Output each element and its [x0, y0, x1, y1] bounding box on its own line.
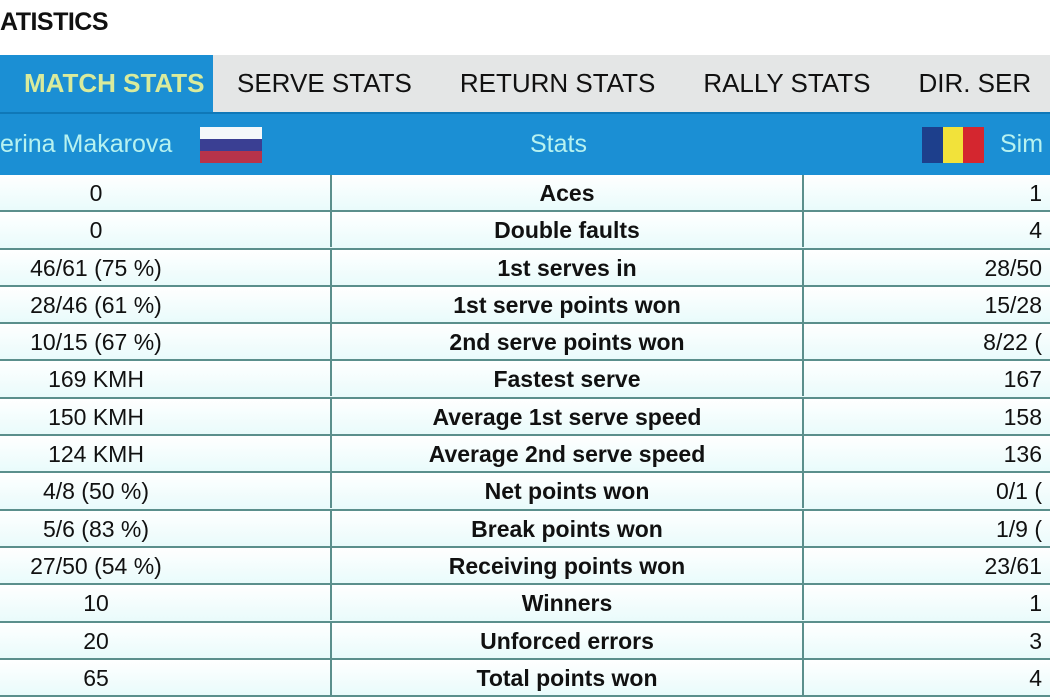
- player2-value: 23/61: [984, 552, 1042, 579]
- table-row: 150 KMH Average 1st serve speed 158: [0, 398, 1050, 437]
- stat-label: Aces: [330, 175, 804, 210]
- player1-value: 10/15 (67 %): [0, 324, 330, 359]
- player1-value: 46/61 (75 %): [0, 250, 330, 285]
- table-row: 10/15 (67 %) 2nd serve points won 8/22 (: [0, 324, 1050, 362]
- player2-name: Sim: [1000, 130, 1044, 158]
- player2-value: 8/22 (: [983, 329, 1042, 356]
- stat-label: 1st serve points won: [330, 286, 804, 322]
- player1-name: erina Makarova: [0, 130, 173, 158]
- stats-tabs: MATCH STATS SERVE STATS RETURN STATS RAL…: [0, 55, 1050, 112]
- tab-rally-stats[interactable]: RALLY STATS: [703, 68, 871, 98]
- tab-serve-stats[interactable]: SERVE STATS: [237, 68, 412, 98]
- player1-value-text: 150 KMH: [48, 403, 144, 430]
- tab-return-stats[interactable]: RETURN STATS: [459, 68, 656, 98]
- russia-flag-icon: [200, 127, 262, 163]
- stat-label: Average 1st serve speed: [330, 398, 804, 434]
- player2-value: 136: [1003, 441, 1042, 468]
- stat-label: Double faults: [330, 212, 804, 248]
- player1-value: 0: [0, 212, 330, 247]
- player2-value: 4: [1029, 217, 1042, 244]
- player1-value-text: 65: [83, 664, 109, 691]
- tab-dir-serve[interactable]: DIR. SER: [918, 68, 1032, 98]
- player1-value: 10: [0, 585, 330, 620]
- player2-value: 3: [1029, 627, 1042, 654]
- tab-match-stats[interactable]: MATCH STATS: [0, 55, 213, 112]
- stat-label: Winners: [330, 585, 804, 621]
- player1-value-text: 10/15 (67 %): [30, 329, 162, 356]
- player2-value: 1: [1029, 180, 1042, 206]
- player1-value-text: 4/8 (50 %): [42, 478, 150, 505]
- table-row: 4/8 (50 %) Net points won 0/1 (: [0, 473, 1050, 511]
- player1-value-text: 28/46 (61 %): [30, 291, 162, 318]
- romania-flag-icon: [922, 127, 984, 163]
- table-row: 46/61 (75 %) 1st serves in 28/50: [0, 249, 1050, 287]
- player1-value-text: 27/50 (54 %): [30, 552, 162, 579]
- player2-value: 15/28: [984, 291, 1042, 318]
- player1-value-text: 169 KMH: [48, 366, 144, 393]
- table-row: 0 Double faults 4: [0, 212, 1050, 250]
- player1-value: 28/46 (61 %): [0, 287, 330, 322]
- stat-label: Unforced errors: [330, 622, 804, 658]
- player1-value: 0: [0, 175, 330, 210]
- table-row: 20 Unforced errors 3: [0, 622, 1050, 660]
- player1-value: 124 KMH: [0, 436, 330, 471]
- table-row: 65 Total points won 4: [0, 659, 1050, 698]
- table-row: 0 Aces 1: [0, 175, 1050, 213]
- player1-value: 169 KMH: [0, 361, 330, 396]
- player1-value-text: 124 KMH: [48, 441, 144, 468]
- player2-value: 158: [1003, 403, 1042, 430]
- player2-value: 0/1 (: [995, 478, 1042, 505]
- player1-value: 5/6 (83 %): [0, 511, 330, 546]
- player1-value: 27/50 (54 %): [0, 548, 330, 583]
- table-header: erina Makarova Stats Sim: [0, 112, 1050, 176]
- stat-label: Average 2nd serve speed: [330, 436, 804, 472]
- stat-label: Fastest serve: [330, 361, 804, 397]
- stats-table: 0 Aces 1 0 Double faults 4 46/61 (75 %) 1st ser…: [0, 175, 1050, 698]
- player1-value: 4/8 (50 %): [0, 473, 330, 508]
- table-row: 124 KMH Average 2nd serve speed 136: [0, 436, 1050, 474]
- stat-label: Total points won: [330, 659, 804, 695]
- stat-label: 2nd serve points won: [330, 324, 804, 360]
- stat-label: Receiving points won: [330, 547, 804, 583]
- player1-value: 150 KMH: [0, 399, 330, 434]
- player1-value-text: 5/6 (83 %): [42, 515, 150, 542]
- player1-value-text: 46/61 (75 %): [30, 254, 162, 281]
- player1-value-text: 10: [83, 590, 109, 617]
- player1-value-text: 0: [89, 180, 103, 206]
- player2-value: 167: [1003, 366, 1042, 393]
- table-row: 10 Winners 1: [0, 585, 1050, 623]
- player1-value: 20: [0, 623, 330, 658]
- stat-label: 1st serves in: [330, 249, 804, 285]
- table-row: 5/6 (83 %) Break points won 1/9 (: [0, 510, 1050, 548]
- stat-label: Break points won: [330, 510, 804, 546]
- table-row: 27/50 (54 %) Receiving points won 23/61: [0, 547, 1050, 586]
- player2-value: 28/50: [984, 254, 1042, 281]
- page-title: ATISTICS: [0, 8, 109, 36]
- player1-value-text: 0: [89, 217, 103, 244]
- stat-label: Net points won: [330, 473, 804, 509]
- player1-value-text: 20: [83, 627, 109, 654]
- player1-value: 65: [0, 660, 330, 695]
- player2-value: 1: [1029, 590, 1042, 617]
- table-row: 28/46 (61 %) 1st serve points won 15/28: [0, 286, 1050, 325]
- table-row: 169 KMH Fastest serve 167: [0, 361, 1050, 399]
- player2-value: 4: [1029, 664, 1042, 691]
- stats-column-header: Stats: [530, 130, 587, 158]
- player2-value: 1/9 (: [995, 515, 1042, 542]
